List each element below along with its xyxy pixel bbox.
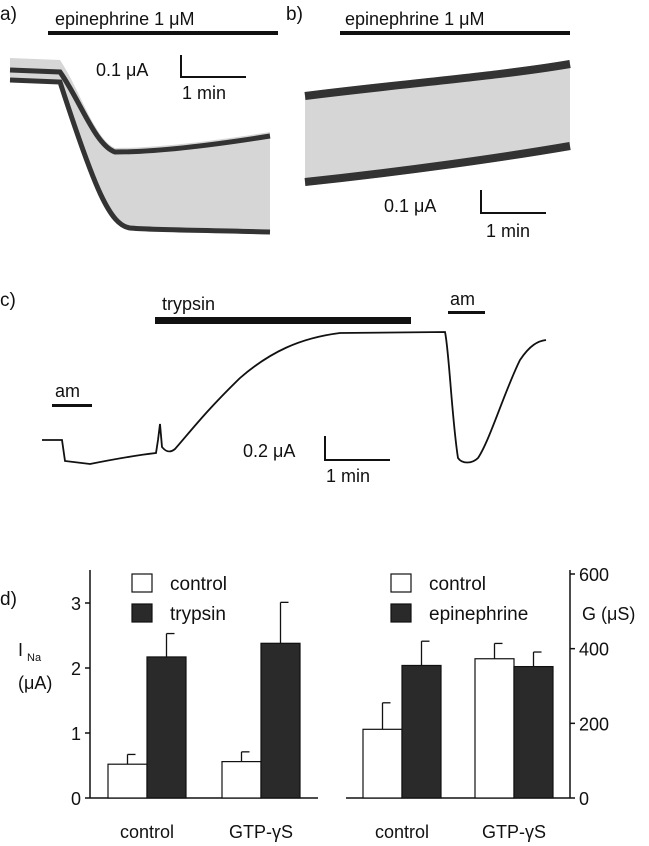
panel-b-scale-y: 0.1 μA [384, 196, 436, 216]
panel-b-drug-bar [340, 31, 570, 35]
trypsin-label: trypsin [162, 294, 215, 314]
am-label-1: am [55, 381, 80, 401]
panel-b-scale-x: 1 min [486, 221, 530, 241]
legend-label: trypsin [170, 604, 226, 625]
ylabel-main: I [18, 640, 23, 660]
legend-swatch [131, 603, 153, 623]
y-tick-label: 600 [579, 565, 609, 585]
y-tick-label: 3 [71, 594, 81, 614]
panel-b-drug-label: epinephrine 1 μM [345, 9, 484, 29]
bar-trypsin-control [146, 656, 187, 799]
y-tick-label: 0 [71, 789, 81, 809]
panel-b-scale-bar [480, 190, 546, 214]
category-label: control [375, 822, 429, 842]
panel-a-scale-bar [180, 55, 246, 78]
panel-a-scale-y: 0.1 μA [96, 60, 148, 80]
panel-a-trace-band [10, 58, 270, 232]
panel-a-scale-x: 1 min [182, 83, 226, 103]
legend-label: control [429, 574, 486, 595]
legend-swatch [390, 603, 412, 623]
chart-current: 0 1 2 3 control GTP-γS control trypsin [71, 570, 318, 842]
category-label: GTP-γS [229, 822, 293, 842]
panel-a-drug-bar [48, 31, 278, 35]
y-tick-label: 1 [71, 724, 81, 744]
panel-b-label: b) [286, 4, 303, 25]
category-label: control [120, 822, 174, 842]
bar-control-GTP-γS [474, 658, 515, 799]
legend-swatch [390, 573, 412, 593]
panel-b-trace-bottom [304, 142, 571, 186]
panel-a-drug-label: epinephrine 1 μM [55, 9, 194, 29]
panel-a-trace-bottom [9, 77, 271, 235]
y-tick-label: 0 [579, 789, 589, 809]
panel-a-label: a) [0, 4, 17, 25]
bar-epinephrine-control [401, 664, 442, 799]
bar-control-GTP-γS [221, 760, 262, 799]
legend-label: epinephrine [429, 604, 528, 625]
panel-a-trace-top [9, 67, 271, 155]
y-tick-label: 2 [71, 659, 81, 679]
panel-c-label: c) [0, 290, 16, 311]
am-bar-2 [448, 311, 485, 314]
trypsin-bar [155, 317, 411, 324]
panel-d-label: d) [0, 589, 17, 610]
ylabel-unit: (μA) [18, 673, 52, 693]
am-bar-1 [52, 404, 92, 407]
panel-c-scale-x: 1 min [326, 466, 370, 486]
bar-control-control [107, 763, 148, 799]
panel-c-scale-bar [324, 436, 390, 461]
legend-swatch [131, 573, 153, 593]
bar-control-control [362, 728, 403, 799]
panel-c-scale-y: 0.2 μA [243, 441, 295, 461]
bar-trypsin-GTP-γS [260, 642, 301, 799]
chart-conductance: 0 200 400 600 control GTP-γS control epinephrin… [346, 565, 609, 842]
legend-label: control [170, 574, 227, 595]
y-tick-label: 400 [579, 640, 609, 660]
am-label-2: am [450, 289, 475, 309]
panel-c-trace [42, 331, 547, 465]
bar-epinephrine-GTP-γS [513, 665, 554, 799]
ylabel-right: G (μS) [582, 604, 635, 624]
ylabel-sub: Na [27, 652, 42, 664]
panel-b-trace-top [304, 60, 571, 100]
y-tick-label: 200 [579, 714, 609, 734]
category-label: GTP-γS [482, 822, 546, 842]
